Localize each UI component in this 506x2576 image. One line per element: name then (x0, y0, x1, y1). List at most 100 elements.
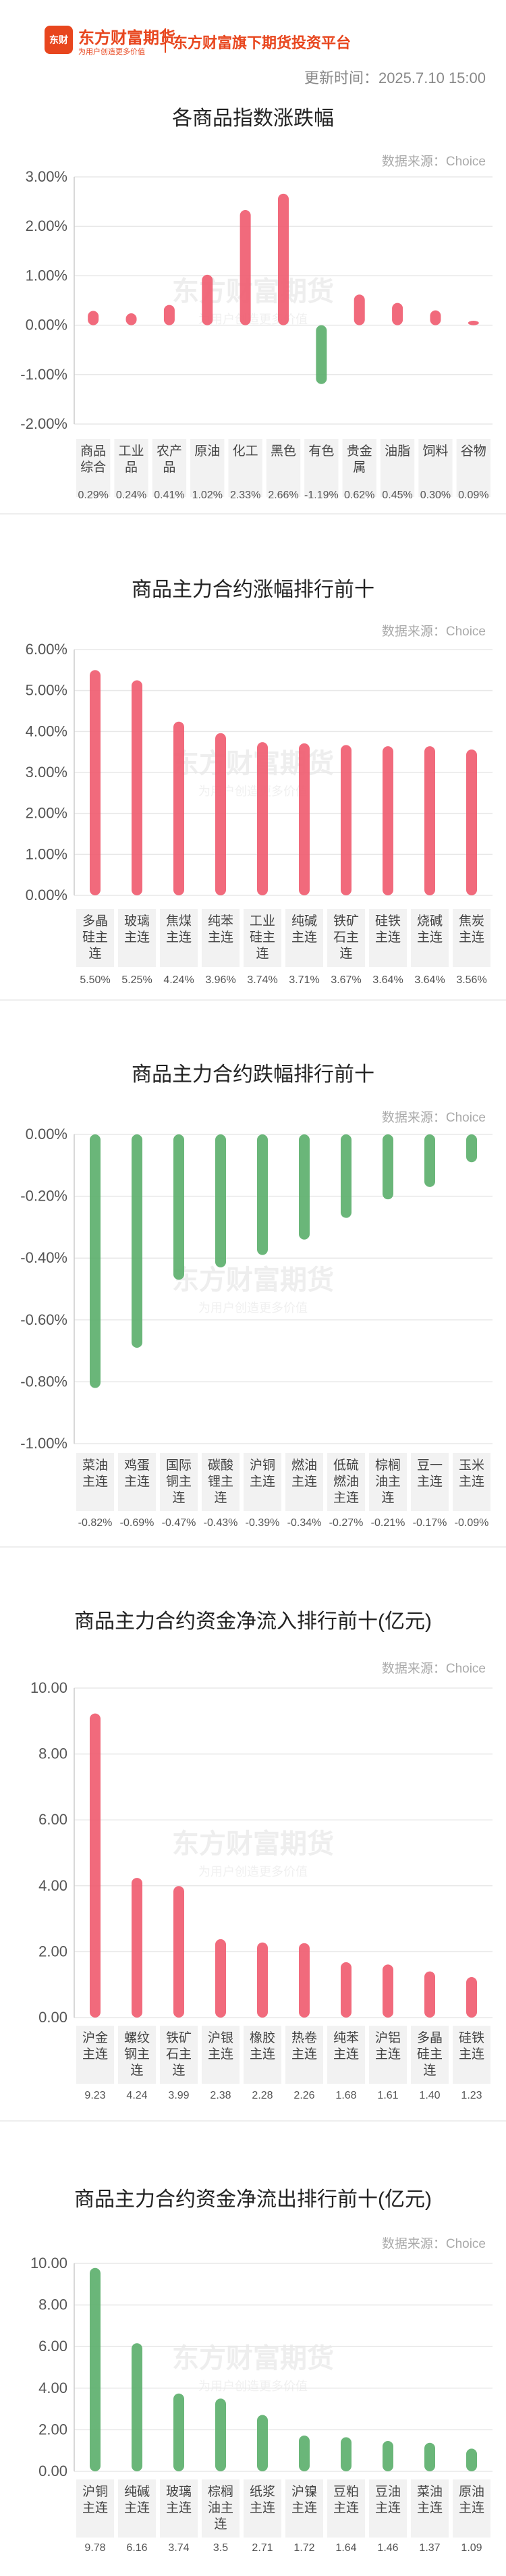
bar (424, 2442, 435, 2471)
category-label-bg (453, 2479, 490, 2538)
category-label: 沪铜 (250, 1458, 275, 1473)
category-label-bg (76, 1453, 114, 1511)
category-label: 主连 (124, 2500, 150, 2515)
page-header: 东财 东方财富期货 为用户创造更多价值 东方财富旗下期货投资平台 更新时间：20… (0, 0, 506, 95)
bar (383, 746, 393, 895)
y-tick-label: 0.00 (38, 2463, 67, 2479)
category-label-bg (456, 439, 490, 497)
category-label: 燃油 (333, 1474, 359, 1489)
category-label: 铁矿 (166, 2030, 192, 2045)
category-label: 铁矿 (333, 914, 359, 928)
bar (466, 1134, 477, 1163)
value-label: 3.64% (414, 974, 445, 986)
category-label: 主连 (459, 2500, 484, 2515)
category-label-bg (342, 439, 376, 497)
value-label: -0.17% (413, 1517, 447, 1529)
category-label: 主连 (459, 930, 484, 945)
platform-title: 东方财富旗下期货投资平台 (173, 34, 352, 51)
category-label: 棕榈 (375, 1458, 401, 1473)
value-label: 2.38 (210, 2090, 231, 2101)
value-label: 3.71% (289, 974, 319, 986)
category-label-bg (304, 439, 339, 497)
category-label: 品 (163, 461, 175, 475)
category-label: 主连 (82, 2500, 108, 2515)
category-label: 焦炭 (459, 914, 484, 928)
data-source: 数据来源：Choice (381, 2237, 486, 2251)
value-label: 2.33% (230, 490, 260, 501)
category-label: 主连 (250, 2047, 275, 2061)
category-label: 多晶 (82, 914, 108, 928)
category-label: 硅铁 (375, 914, 401, 928)
category-label: 碳酸 (208, 1458, 233, 1473)
bar (341, 2437, 352, 2471)
bar (132, 680, 142, 895)
category-label: 原油 (459, 2484, 484, 2499)
y-tick-label: 0.00% (26, 317, 67, 334)
category-label-bg (369, 2479, 407, 2538)
value-label: 2.26 (293, 2090, 314, 2101)
category-label: 主连 (459, 1474, 484, 1489)
bar (240, 210, 251, 325)
category-label: 玻璃 (166, 2484, 192, 2499)
value-label: -0.34% (287, 1517, 322, 1529)
bar (163, 305, 175, 325)
bar (466, 2448, 477, 2471)
y-tick-label: -0.20% (20, 1188, 67, 1205)
category-label-bg (285, 2479, 323, 2538)
watermark: 东方财富期货 (172, 2343, 334, 2373)
section-divider (0, 2120, 506, 2122)
chart-title: 商品主力合约跌幅排行前十 (132, 1063, 374, 1086)
watermark: 东方财富期货 (172, 1829, 334, 1859)
bar (125, 313, 137, 325)
category-label-bg (160, 2026, 198, 2084)
value-label: 0.45% (382, 490, 412, 501)
value-label: 1.02% (192, 490, 223, 501)
value-label: 4.24 (126, 2090, 147, 2101)
data-source: 数据来源：Choice (381, 155, 486, 169)
category-label-bg (285, 2026, 323, 2084)
bar (90, 1713, 101, 2018)
bar (215, 2398, 226, 2471)
bar (278, 193, 289, 325)
section-divider (0, 999, 506, 1001)
category-label: 原油 (194, 444, 220, 458)
category-label-bg (411, 909, 449, 967)
category-label: 综合 (80, 460, 106, 475)
watermark: 东方财富期货 (172, 1265, 334, 1295)
bar (392, 303, 403, 325)
value-label: 6.16 (126, 2542, 147, 2554)
value-label: 3.99 (168, 2090, 189, 2101)
value-label: -0.43% (204, 1517, 238, 1529)
category-label: 主连 (166, 2500, 192, 2515)
y-tick-label: -0.80% (20, 1373, 67, 1390)
value-label: 3.67% (331, 974, 361, 986)
bar (132, 2343, 142, 2471)
value-label: 0.09% (458, 490, 488, 501)
value-label: 0.30% (420, 490, 451, 501)
bar (299, 1943, 310, 2018)
bar (424, 1971, 435, 2018)
category-label: 玻璃 (124, 914, 150, 928)
value-label: 9.78 (84, 2542, 105, 2554)
category-label-bg (244, 1453, 281, 1511)
y-tick-label: 2.00 (38, 2421, 67, 2438)
value-label: 9.23 (84, 2090, 105, 2101)
category-label: 商品 (80, 444, 106, 458)
category-label: 油主 (208, 2500, 233, 2515)
y-tick-label: 6.00 (38, 2338, 67, 2355)
value-label: 1.46 (377, 2542, 398, 2554)
watermark-slogan: 为用户创造更多价值 (198, 2380, 308, 2393)
y-tick-label: 10.00 (30, 2255, 67, 2271)
category-label: 主连 (417, 930, 443, 945)
category-label-bg (244, 909, 281, 967)
value-label: -0.82% (78, 1517, 113, 1529)
y-tick-label: 2.00% (26, 805, 67, 822)
category-label: 连 (256, 946, 269, 961)
bar (173, 1886, 184, 2018)
category-label: 工业 (119, 444, 144, 458)
category-label: 主连 (375, 2047, 401, 2061)
bar (341, 1134, 352, 1218)
value-label: 4.24% (163, 974, 194, 986)
y-tick-label: -1.00% (20, 366, 67, 383)
bar (257, 1134, 268, 1255)
